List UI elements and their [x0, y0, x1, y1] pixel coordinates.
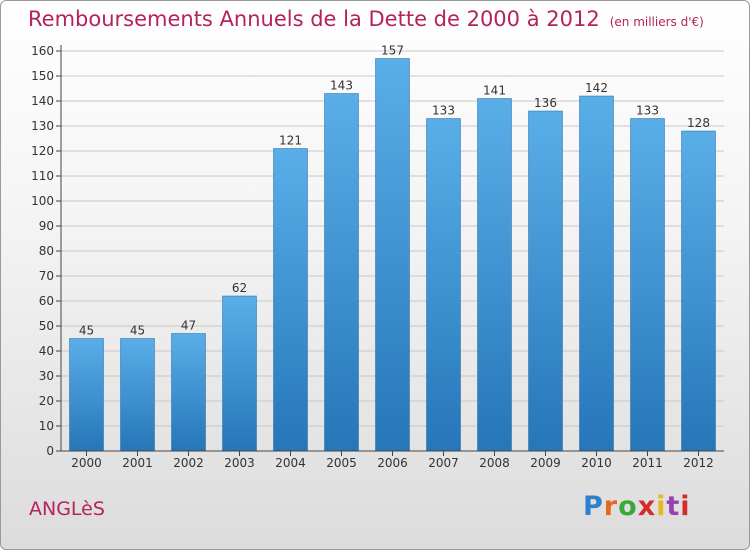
bar-value-label: 143	[330, 79, 353, 93]
logo-letter: o	[618, 491, 638, 522]
x-tick-label: 2000	[71, 456, 102, 470]
x-tick-label: 2004	[275, 456, 306, 470]
y-tick-label: 30	[39, 369, 54, 383]
bar	[681, 130, 716, 452]
y-tick-label: 20	[39, 394, 54, 408]
y-tick-label: 100	[31, 194, 54, 208]
bar-value-label: 157	[381, 44, 404, 58]
logo-letter: x	[637, 491, 657, 522]
x-tick-label: 2002	[173, 456, 204, 470]
y-tick-label: 110	[31, 169, 54, 183]
bar	[69, 338, 104, 452]
chart-subtitle: (en milliers d'€)	[609, 15, 704, 29]
y-tick-label: 10	[39, 419, 54, 433]
y-tick-label: 70	[39, 269, 54, 283]
y-tick-label: 140	[31, 94, 54, 108]
y-tick-label: 160	[31, 44, 54, 58]
bar	[630, 118, 665, 452]
x-tick-label: 2003	[224, 456, 255, 470]
logo-letter: i	[656, 491, 667, 522]
bar	[426, 118, 461, 452]
bar	[171, 333, 206, 452]
y-tick-label: 130	[31, 119, 54, 133]
bar	[222, 295, 257, 452]
title-text: Remboursements Annuels de la Dette de 20…	[28, 7, 600, 31]
bar	[579, 95, 614, 452]
bar-value-label: 47	[181, 319, 196, 333]
bar-value-label: 45	[130, 324, 145, 338]
proxiti-logo: Proxiti	[583, 491, 691, 522]
bar	[528, 110, 563, 452]
bar-value-label: 133	[432, 104, 455, 118]
y-tick-label: 60	[39, 294, 54, 308]
y-tick-label: 150	[31, 69, 54, 83]
place-name: ANGLèS	[29, 498, 105, 520]
axis-lines	[60, 45, 724, 452]
x-tick-label: 2009	[530, 456, 561, 470]
x-tick-label: 2012	[683, 456, 714, 470]
bar-value-label: 136	[534, 96, 557, 110]
y-axis: 0 10 20 30 40 50 60 70 80 90 100 110 120 130 140 150 160	[31, 44, 61, 458]
bar	[120, 338, 155, 452]
bar-value-label: 128	[687, 116, 710, 130]
x-tick-label: 2008	[479, 456, 510, 470]
x-tick-label: 2001	[122, 456, 153, 470]
x-tick-label: 2007	[428, 456, 459, 470]
logo-letter: i	[680, 491, 691, 522]
bar-value-label: 133	[636, 104, 659, 118]
x-tick-label: 2005	[326, 456, 357, 470]
x-tick-label: 2006	[377, 456, 408, 470]
y-tick-label: 90	[39, 219, 54, 233]
bar-value-label: 142	[585, 81, 608, 95]
x-axis: 2000 2001 2002 2003 2004 2005 2006 2007 2008 2009…	[71, 451, 714, 470]
bar	[477, 98, 512, 452]
y-tick-label: 80	[39, 244, 54, 258]
bar-value-label: 62	[232, 281, 247, 295]
y-tick-label: 50	[39, 319, 54, 333]
bar	[324, 93, 359, 452]
bar	[375, 58, 410, 452]
y-tick-label: 120	[31, 144, 54, 158]
x-tick-label: 2010	[581, 456, 612, 470]
chart-title: Remboursements Annuels de la Dette de 20…	[28, 7, 704, 31]
logo-letter: r	[603, 491, 619, 522]
x-tick-label: 2011	[632, 456, 663, 470]
logo-letter: t	[666, 491, 681, 522]
y-tick-label: 40	[39, 344, 54, 358]
bar-value-label: 141	[483, 84, 506, 98]
bar-value-label: 121	[279, 134, 302, 148]
logo-letter: P	[583, 491, 604, 522]
bar-value-label: 45	[79, 324, 94, 338]
bars: 45 45 47 62 121 143 157 133 141 136 142 133 128	[69, 44, 716, 452]
bar	[273, 148, 308, 452]
y-tick-label: 0	[46, 444, 54, 458]
